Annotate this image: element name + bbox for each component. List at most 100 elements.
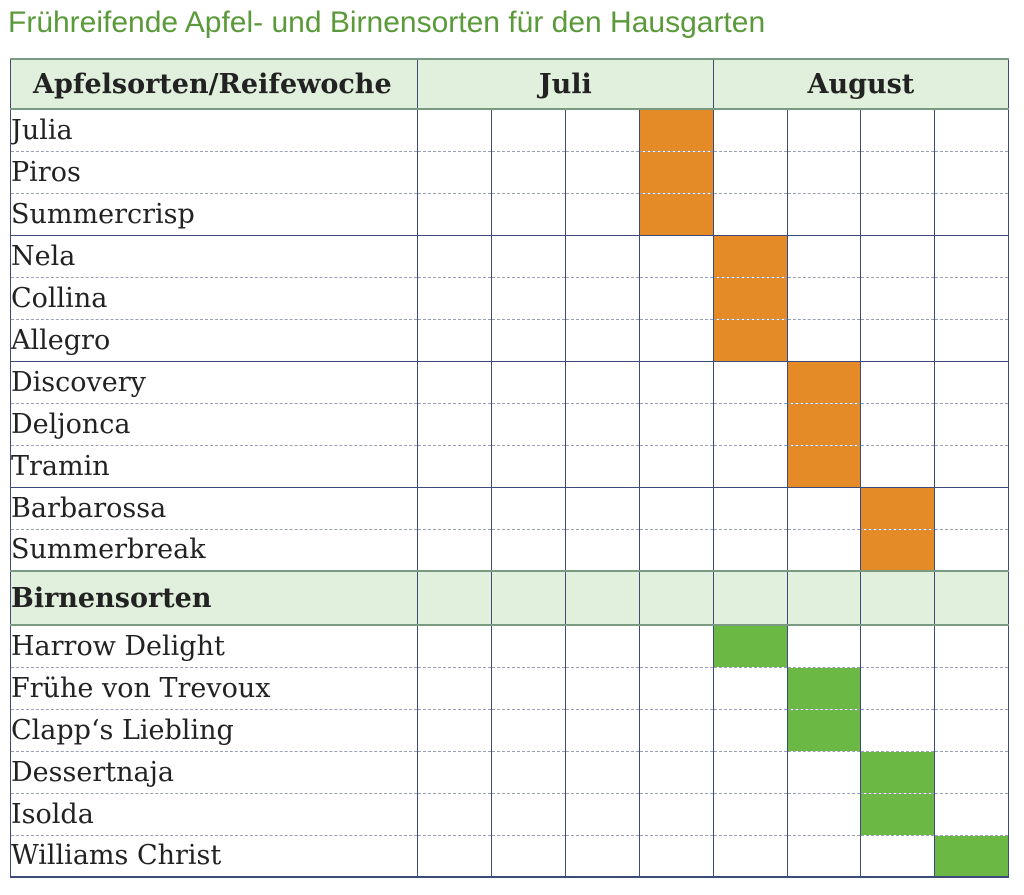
week-cell (490, 667, 566, 710)
week-cell (712, 403, 788, 446)
week-cell (490, 403, 566, 446)
week-cell (417, 277, 492, 320)
apple-row: Nela (10, 234, 1010, 278)
week-cell (934, 109, 1010, 152)
apple-row: Allegro (10, 319, 1010, 362)
week-cell (638, 625, 714, 668)
apple-name: Deljonca (10, 403, 418, 446)
apple-name: Collina (10, 277, 418, 320)
week-cell (712, 835, 788, 878)
week-cell (638, 529, 714, 572)
week-cell (417, 835, 492, 878)
pear-ripening-marker (860, 793, 936, 836)
week-cell (786, 793, 862, 836)
week-cell (786, 529, 862, 572)
pear-ripening-marker (934, 835, 1010, 878)
week-cell (417, 319, 492, 362)
week-cell (934, 751, 1010, 794)
apple-ripening-marker (786, 403, 862, 446)
week-cell (712, 529, 788, 572)
week-cell (934, 151, 1010, 194)
week-cell (490, 625, 566, 668)
week-cell (417, 667, 492, 710)
week-cell (712, 486, 788, 530)
pear-row: Clapp‘s Liebling (10, 709, 1010, 752)
week-cell (786, 109, 862, 152)
week-cell (564, 234, 640, 278)
week-cell (786, 319, 862, 362)
week-cell (638, 319, 714, 362)
apple-name: Summerbreak (10, 529, 418, 572)
pear-section-label: Birnensorten (10, 570, 418, 626)
apple-ripening-marker (712, 319, 788, 362)
week-cell (564, 151, 640, 194)
week-cell (638, 403, 714, 446)
section-cell (638, 570, 714, 626)
week-cell (934, 193, 1010, 236)
week-cell (564, 486, 640, 530)
apple-ripening-marker (860, 529, 936, 572)
week-cell (638, 277, 714, 320)
apple-row: Deljonca (10, 403, 1010, 446)
apple-row: Piros (10, 151, 1010, 194)
section-cell (934, 570, 1010, 626)
week-cell (712, 109, 788, 152)
week-cell (490, 709, 566, 752)
week-cell (490, 360, 566, 404)
apple-name: Piros (10, 151, 418, 194)
pear-row: Frühe von Trevoux (10, 667, 1010, 710)
week-cell (417, 625, 492, 668)
week-cell (786, 625, 862, 668)
week-cell (564, 793, 640, 836)
week-cell (490, 109, 566, 152)
week-cell (786, 151, 862, 194)
pear-section-row: Birnensorten (10, 570, 1010, 626)
apple-row: Collina (10, 277, 1010, 320)
header-row: Apfelsorten/Reifewoche Juli August (10, 58, 1010, 110)
week-cell (934, 625, 1010, 668)
week-cell (712, 445, 788, 488)
pear-ripening-marker (712, 625, 788, 668)
pear-ripening-marker (786, 667, 862, 710)
week-cell (712, 793, 788, 836)
week-cell (564, 529, 640, 572)
week-cell (712, 151, 788, 194)
apple-ripening-marker (860, 486, 936, 530)
week-cell (564, 835, 640, 878)
week-cell (712, 360, 788, 404)
apple-row: Summerbreak (10, 529, 1010, 572)
pear-name: Dessertnaja (10, 751, 418, 794)
week-cell (417, 403, 492, 446)
week-cell (490, 319, 566, 362)
week-cell (490, 529, 566, 572)
week-cell (860, 234, 936, 278)
column-header-july: Juli (417, 58, 714, 110)
week-cell (712, 751, 788, 794)
week-cell (417, 445, 492, 488)
apple-name: Summercrisp (10, 193, 418, 236)
section-cell (786, 570, 862, 626)
pear-name: Clapp‘s Liebling (10, 709, 418, 752)
week-cell (638, 445, 714, 488)
pear-name: Williams Christ (10, 835, 418, 878)
pear-ripening-marker (786, 709, 862, 752)
week-cell (786, 277, 862, 320)
week-cell (860, 109, 936, 152)
week-cell (934, 793, 1010, 836)
week-cell (490, 835, 566, 878)
week-cell (490, 151, 566, 194)
pear-ripening-marker (860, 751, 936, 794)
week-cell (490, 486, 566, 530)
week-cell (860, 403, 936, 446)
week-cell (712, 667, 788, 710)
week-cell (417, 751, 492, 794)
week-cell (564, 319, 640, 362)
week-cell (860, 445, 936, 488)
week-cell (786, 835, 862, 878)
pear-name: Isolda (10, 793, 418, 836)
week-cell (786, 486, 862, 530)
column-header-august: August (712, 58, 1010, 110)
table-body: Julia Piros Summercrisp Nela Collina Allegro D… (10, 109, 1010, 878)
week-cell (638, 360, 714, 404)
week-cell (564, 751, 640, 794)
